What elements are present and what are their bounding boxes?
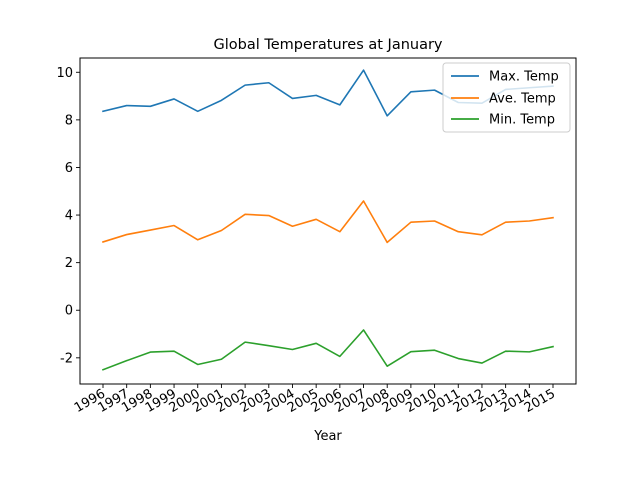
chart-title: Global Temperatures at January — [213, 37, 442, 53]
plot-frame — [79, 57, 577, 385]
x-axis: 1996199719981999200020012002200320042005… — [72, 384, 558, 416]
series-line-1 — [101, 200, 554, 244]
legend-label-ave: Ave. Temp — [489, 92, 556, 107]
series-line-2 — [101, 329, 554, 371]
y-tick-label: 10 — [56, 66, 73, 81]
x-axis-label: Year — [313, 429, 342, 444]
y-axis: -2 0 2 4 6 8 10 — [56, 66, 80, 366]
y-tick-label: 2 — [65, 256, 73, 271]
y-tick-label: -2 — [60, 351, 73, 366]
y-tick-label: 4 — [65, 209, 73, 224]
legend-box — [442, 62, 571, 133]
legend-label-max: Max. Temp — [489, 70, 559, 85]
legend-label-min: Min. Temp — [489, 113, 555, 128]
y-tick-label: 6 — [65, 161, 73, 176]
legend: Max. Temp Ave. Temp Min. Temp — [442, 62, 571, 133]
y-tick-label: 8 — [65, 113, 73, 128]
y-tick-label: 0 — [65, 304, 73, 319]
